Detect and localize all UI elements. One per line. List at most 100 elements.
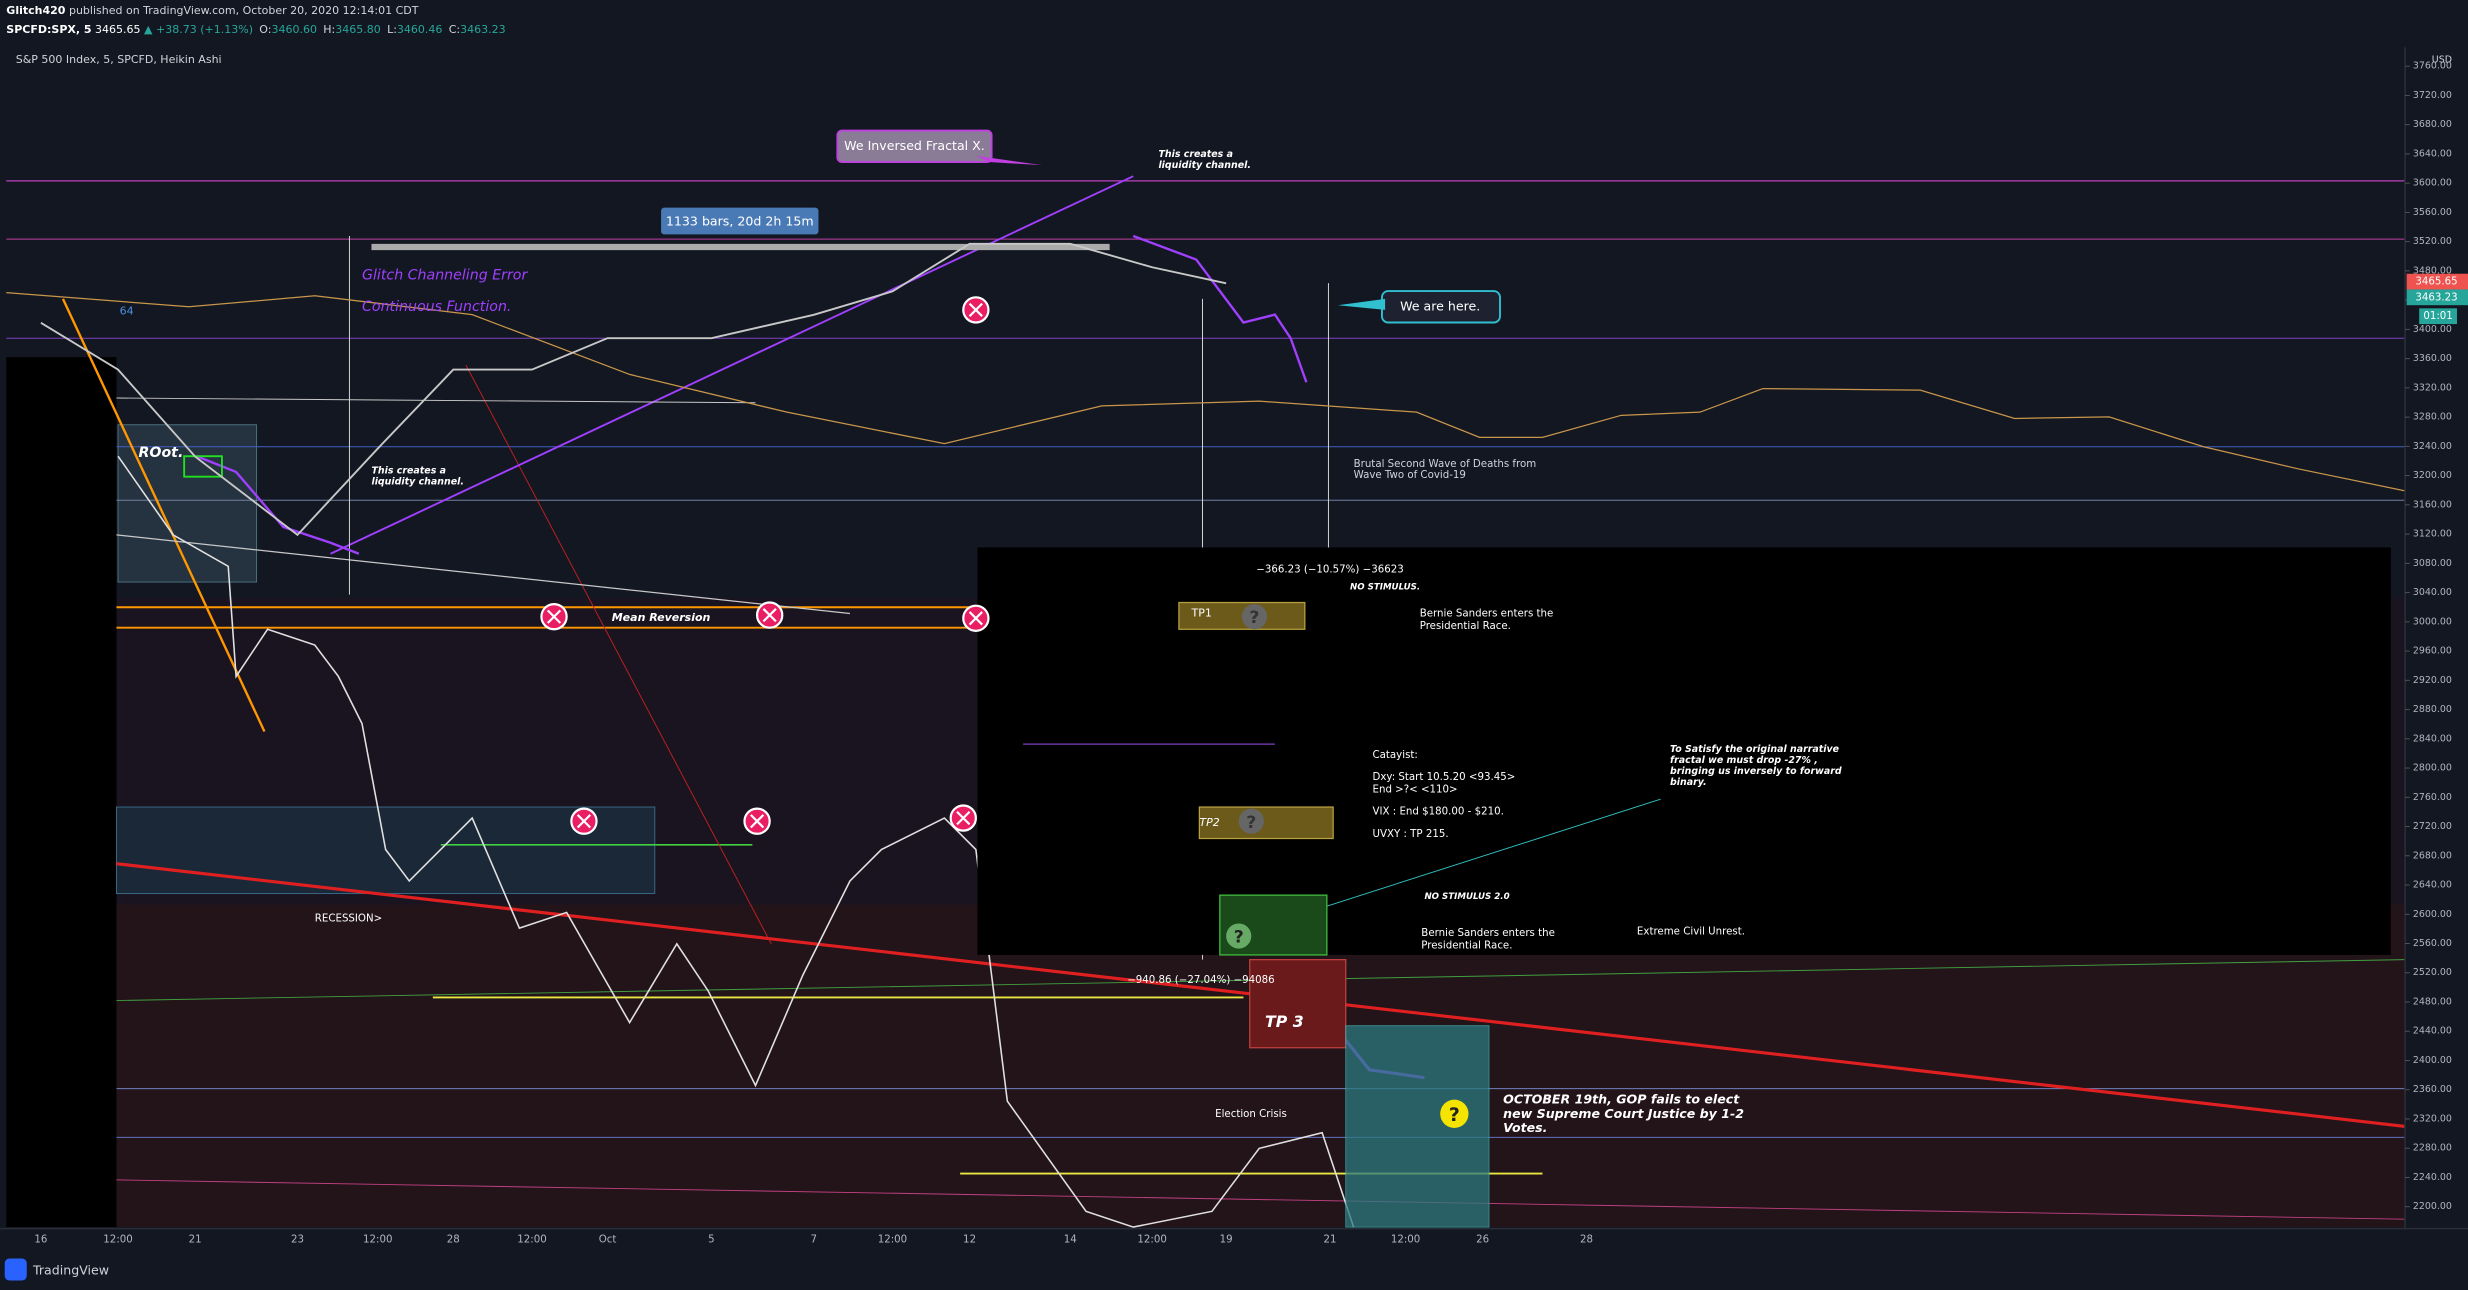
boxes bbox=[183, 129, 1501, 1228]
x-icon bbox=[750, 814, 765, 829]
box bbox=[183, 455, 223, 478]
white-line bbox=[116, 397, 756, 404]
moving-average bbox=[6, 291, 2406, 492]
y-tick-label: 2920.00 bbox=[2413, 675, 2452, 686]
note: Extreme Civil Unrest. bbox=[1637, 926, 1745, 937]
y-tick-label: 2720.00 bbox=[2413, 821, 2452, 832]
projection bbox=[196, 455, 360, 555]
y-tick-label: 2840.00 bbox=[2413, 733, 2452, 744]
note-line: Presidential Race. bbox=[1421, 940, 1512, 951]
chart-title: S&P 500 Index, 5, SPCFD, Heikin Ashi bbox=[16, 53, 222, 66]
x-tick-label: 12:00 bbox=[103, 1235, 132, 1246]
y-tick-label: 3760.00 bbox=[2413, 61, 2452, 72]
x-icon bbox=[762, 608, 777, 623]
y-tick-label: 3200.00 bbox=[2413, 470, 2452, 481]
question-marker bbox=[1440, 1099, 1469, 1128]
callout-pointer bbox=[1337, 298, 1386, 310]
note-line: liquidity channel. bbox=[1158, 160, 1250, 171]
y-tick-label: 2600.00 bbox=[2413, 909, 2452, 920]
note: NO STIMULUS. bbox=[1350, 582, 1420, 592]
y-tick-label: 3640.00 bbox=[2413, 148, 2452, 159]
annotation-texts: We Inversed Fractal X. 1133 bars, 20d 2h… bbox=[120, 138, 1842, 1135]
catalyst: Catayist: Dxy: Start 10.5.20 <93.45> End >… bbox=[1373, 750, 1516, 840]
note: Continuous Function. bbox=[362, 299, 511, 315]
x-tick-label: 7 bbox=[810, 1235, 817, 1246]
note-line: Bernie Sanders enters the bbox=[1420, 609, 1554, 620]
ohlc-value: 3460.60 bbox=[271, 23, 317, 36]
x-tick-label: 12:00 bbox=[517, 1235, 546, 1246]
note-line: Catayist: bbox=[1373, 750, 1418, 761]
y-tick-label: 2640.00 bbox=[2413, 880, 2452, 891]
note: This creates a liquidity channel. bbox=[1158, 149, 1250, 171]
question-marker bbox=[1238, 808, 1264, 834]
y-tick-label: 3480.00 bbox=[2413, 265, 2452, 276]
note-line: Dxy: Start 10.5.20 <93.45> bbox=[1373, 772, 1516, 783]
tp-box bbox=[1198, 806, 1334, 840]
x-tick-label: 16 bbox=[34, 1235, 47, 1246]
note-line: fractal we must drop -27% , bbox=[1670, 754, 1818, 765]
x-tick-label: 12:00 bbox=[878, 1235, 907, 1246]
red-line bbox=[465, 364, 772, 945]
y-tick-label: 3400.00 bbox=[2413, 324, 2452, 335]
x-tick-label: 12 bbox=[963, 1235, 976, 1246]
y-tick-label: 3360.00 bbox=[2413, 353, 2452, 364]
arrow bbox=[1282, 798, 1661, 921]
y-tick-label: 3080.00 bbox=[2413, 558, 2452, 569]
timer-text: 01:01 bbox=[2423, 311, 2452, 322]
y-tick-label: 3160.00 bbox=[2413, 499, 2452, 510]
note: ROot. bbox=[139, 445, 184, 461]
x-tick-label: 14 bbox=[1064, 1235, 1077, 1246]
published: published on TradingView.com, October 20… bbox=[69, 4, 419, 17]
y-tick-label: 3040.00 bbox=[2413, 587, 2452, 598]
x-tick-label: Oct bbox=[599, 1235, 617, 1246]
note: RECESSION> bbox=[315, 914, 382, 925]
tp-box bbox=[1249, 959, 1347, 1049]
note: NO STIMULUS 2.0 bbox=[1424, 892, 1509, 902]
question: ? bbox=[1246, 813, 1256, 833]
question-labels: ? ? ? ? bbox=[1234, 608, 1460, 1126]
y-tick-label: 2400.00 bbox=[2413, 1055, 2452, 1066]
x-icon bbox=[546, 609, 562, 624]
ohlc-value: 3463.23 bbox=[460, 23, 506, 36]
measure-text: 1133 bars, 20d 2h 15m bbox=[666, 213, 814, 228]
question-marker bbox=[1226, 923, 1252, 949]
y-tick-label: 3560.00 bbox=[2413, 207, 2452, 218]
note-line: liquidity channel. bbox=[371, 476, 463, 487]
x-tick-label: 12:00 bbox=[1137, 1235, 1166, 1246]
note-line: End >?< <110> bbox=[1373, 785, 1458, 796]
series bbox=[40, 242, 1227, 537]
y-tick-label: 2200.00 bbox=[2413, 1201, 2452, 1212]
tp-box bbox=[1178, 601, 1306, 630]
brand: TradingView bbox=[32, 1263, 109, 1278]
note: Election Crisis bbox=[1215, 1109, 1287, 1120]
x-tick-label: 28 bbox=[1580, 1235, 1593, 1246]
tp-label: TP2 bbox=[1199, 816, 1219, 829]
x-icon bbox=[968, 611, 983, 626]
x-icon bbox=[576, 814, 592, 829]
price-tag-text: 3465.65 bbox=[2415, 277, 2457, 288]
root-box bbox=[117, 424, 258, 583]
ohlc-value: 3460.46 bbox=[397, 23, 443, 36]
ohlc-key: O: bbox=[259, 23, 271, 36]
note-line: This creates a bbox=[1158, 149, 1233, 160]
x-icon bbox=[956, 810, 971, 826]
ohlc-key: L: bbox=[387, 23, 397, 36]
note-line: Presidential Race. bbox=[1420, 621, 1511, 632]
y-tick-label: 2960.00 bbox=[2413, 646, 2452, 657]
price-tag bbox=[2406, 273, 2468, 290]
y-tick-label: 2440.00 bbox=[2413, 1026, 2452, 1037]
x-tick-label: 19 bbox=[1220, 1235, 1233, 1246]
y-tick-label: 3720.00 bbox=[2413, 90, 2452, 101]
box bbox=[1345, 1025, 1490, 1228]
measure-text: −940.86 (−27.04%) −94086 bbox=[1127, 975, 1274, 986]
y-tick-label: 3320.00 bbox=[2413, 382, 2452, 393]
symbol-line: SPCFD:SPX, 5 3465.65 ▲ +38.73 (+1.13%) O:… bbox=[6, 23, 505, 36]
ma-label: 64 bbox=[120, 304, 134, 317]
fractal-overlay bbox=[117, 455, 1355, 1228]
question: ? bbox=[1249, 608, 1259, 628]
note-line: Brutal Second Wave of Deaths from bbox=[1354, 459, 1537, 470]
question: ? bbox=[1449, 1104, 1460, 1126]
purple-trend bbox=[330, 175, 1134, 555]
ticks: 2200.00 2240.00 2280.00 2320.00 2360.00 2400.… bbox=[34, 61, 2452, 1246]
note-line: binary. bbox=[1670, 776, 1707, 787]
